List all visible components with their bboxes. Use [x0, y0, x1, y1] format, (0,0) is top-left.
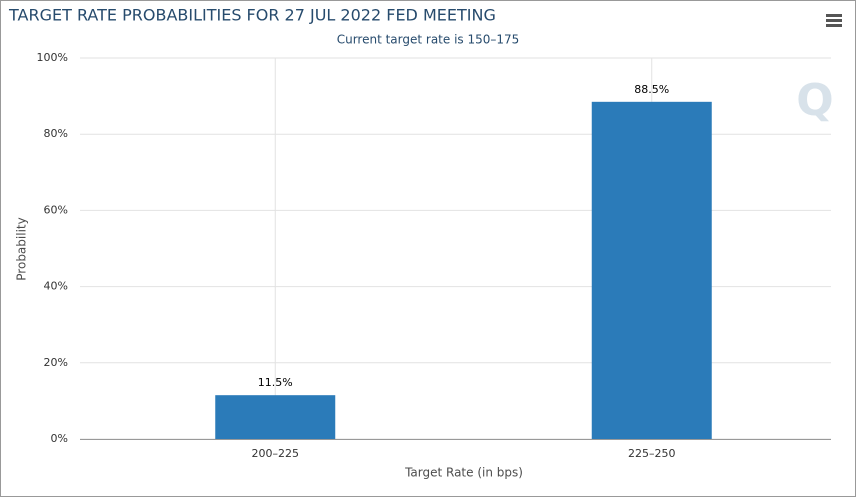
y-tick-label: 40%	[44, 280, 68, 293]
y-tick-label: 0%	[51, 432, 68, 445]
bar	[215, 395, 336, 439]
x-tick-label: 200–225	[252, 447, 300, 460]
watermark: Q	[796, 75, 833, 126]
y-axis-title: Probability	[15, 217, 29, 280]
chart-title: TARGET RATE PROBABILITIES FOR 27 JUL 202…	[8, 6, 496, 25]
x-axis-title: Target Rate (in bps)	[404, 466, 523, 480]
y-tick-label: 20%	[44, 356, 68, 369]
y-tick-label: 100%	[37, 51, 68, 64]
menu-bar	[826, 14, 842, 17]
x-tick-label: 225–250	[628, 447, 676, 460]
menu-bar	[826, 24, 842, 27]
menu-button[interactable]	[826, 14, 842, 27]
y-tick-label: 80%	[44, 127, 68, 140]
menu-bar	[826, 19, 842, 22]
bar	[591, 101, 712, 439]
y-tick-label: 60%	[44, 203, 68, 216]
value-label: 11.5%	[258, 376, 293, 389]
value-label: 88.5%	[634, 83, 669, 96]
chart-subtitle: Current target rate is 150–175	[337, 33, 520, 47]
